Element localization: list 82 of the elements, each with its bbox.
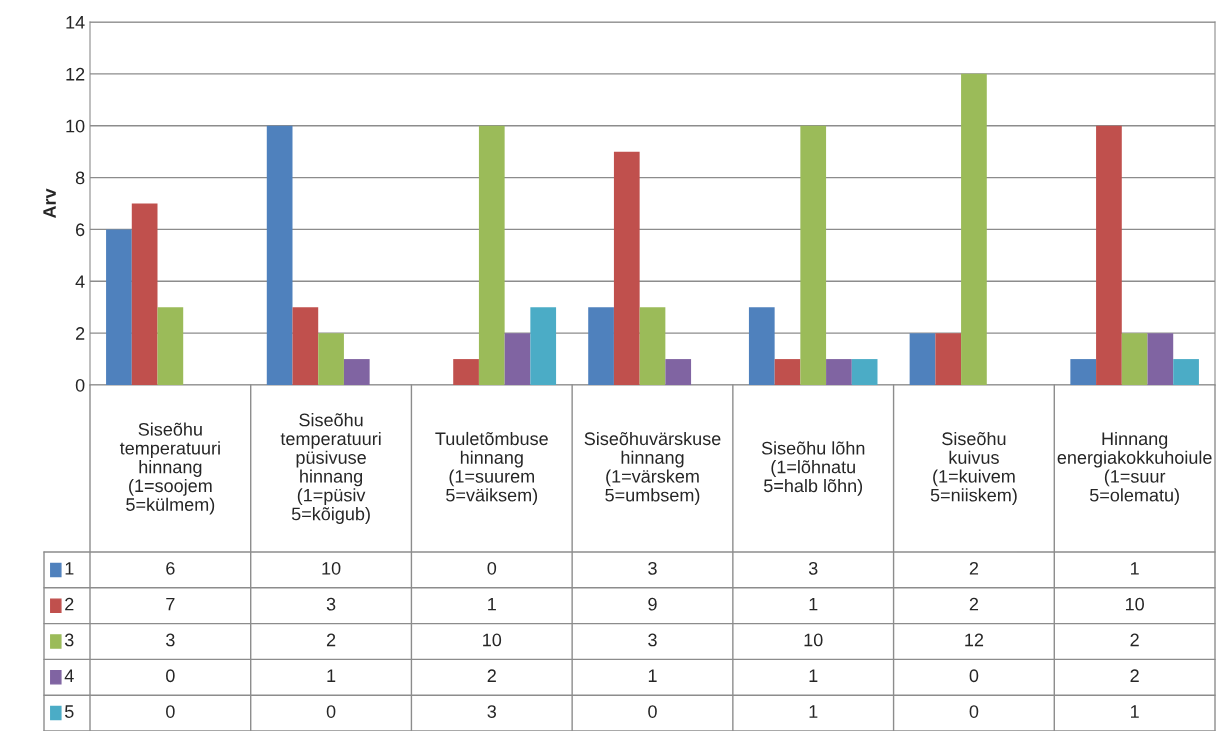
bar	[1121, 333, 1148, 385]
data-label: 1	[809, 705, 818, 718]
bar	[774, 359, 801, 385]
data-label: 0	[487, 561, 497, 575]
x-tick-label: Siseõhu temperatuuri hinnang (1=soojem 5=külmem)	[119, 422, 220, 515]
data-label: 2	[969, 561, 979, 575]
bar	[106, 229, 132, 385]
y-axis-title: Arv	[43, 188, 56, 219]
x-tick-label: Siseõhu temperatuuri püsivuse hinnang (1=püsiv 5=kõigub)	[280, 413, 381, 524]
bar	[266, 125, 293, 385]
data-label: 1	[809, 597, 818, 611]
bar	[478, 125, 505, 385]
data-label: 10	[804, 633, 823, 647]
bar	[935, 333, 962, 385]
data-label: 10	[1125, 597, 1144, 611]
data-label: 0	[166, 669, 175, 683]
x-tick-label: Siseõhuvärskuse hinnang (1=värskem 5=umbsem)	[584, 431, 721, 506]
bar	[800, 125, 827, 385]
bar	[131, 203, 158, 385]
data-label: 2	[1130, 669, 1139, 682]
bar	[826, 359, 852, 385]
y-tick-label: 12	[66, 67, 85, 81]
data-label: 1	[327, 669, 336, 682]
bar	[639, 307, 666, 385]
y-tick-label: 10	[66, 119, 85, 133]
data-label: 2	[326, 633, 336, 647]
bar	[1070, 359, 1097, 385]
bar	[1096, 125, 1122, 385]
data-label: 2	[969, 597, 979, 611]
data-label: 3	[648, 633, 657, 647]
data-label: 0	[326, 705, 336, 718]
bar	[909, 333, 936, 385]
data-label: 0	[648, 705, 657, 718]
data-label: 3	[808, 561, 818, 575]
data-label: 2	[487, 669, 496, 682]
bar	[613, 151, 640, 385]
y-tick-label: 2	[76, 327, 85, 340]
data-label: 0	[166, 705, 175, 718]
y-tick-label: 4	[75, 275, 85, 288]
data-label: 0	[969, 669, 979, 683]
data-label: 2	[1130, 633, 1139, 647]
bar	[157, 307, 184, 385]
bar	[1147, 333, 1174, 385]
bar	[961, 73, 987, 385]
data-label: 0	[969, 705, 979, 718]
data-label: 10	[322, 561, 341, 575]
bar	[504, 333, 531, 385]
data-label: 1	[488, 597, 496, 611]
data-label: 3	[166, 633, 175, 647]
bar	[665, 359, 692, 385]
data-label: 3	[326, 597, 336, 611]
data-label: 7	[166, 597, 175, 611]
bar	[851, 359, 878, 385]
legend-label: 1	[65, 562, 74, 575]
x-tick-label: Siseõhu kuivus (1=kuivem 5=niiskem)	[930, 431, 1017, 506]
bar	[1173, 359, 1199, 385]
y-tick-label: 6	[76, 223, 85, 237]
data-label: 3	[487, 705, 497, 718]
data-label: 1	[1131, 705, 1139, 718]
bar	[292, 307, 319, 385]
bar	[343, 359, 370, 385]
bar	[530, 307, 557, 385]
data-label: 1	[648, 669, 657, 682]
bar	[588, 307, 614, 385]
data-label: 12	[965, 633, 984, 647]
x-tick-label: Tuuletõmbuse hinnang (1=suurem 5=väiksem)	[435, 431, 548, 506]
data-label: 10	[483, 633, 502, 647]
x-tick-label: Hinnang energiakokkuhoiule (1=suur 5=olematu)	[1057, 431, 1212, 506]
data-label: 1	[1131, 562, 1139, 575]
x-tick-label: Siseõhu lõhn (1=lõhnatu 5=halb lõhn)	[761, 441, 865, 496]
y-tick-label: 8	[75, 171, 85, 185]
bar	[453, 359, 479, 385]
bar	[748, 307, 775, 385]
y-tick-label: 14	[66, 16, 85, 29]
data-label: 1	[809, 669, 818, 682]
data-label: 9	[648, 597, 657, 611]
bar	[318, 333, 344, 385]
legend-label: 5	[64, 705, 74, 718]
data-label: 3	[648, 561, 657, 575]
data-label: 6	[166, 561, 175, 575]
y-tick-label: 0	[75, 378, 85, 392]
legend-label: 3	[64, 633, 74, 647]
